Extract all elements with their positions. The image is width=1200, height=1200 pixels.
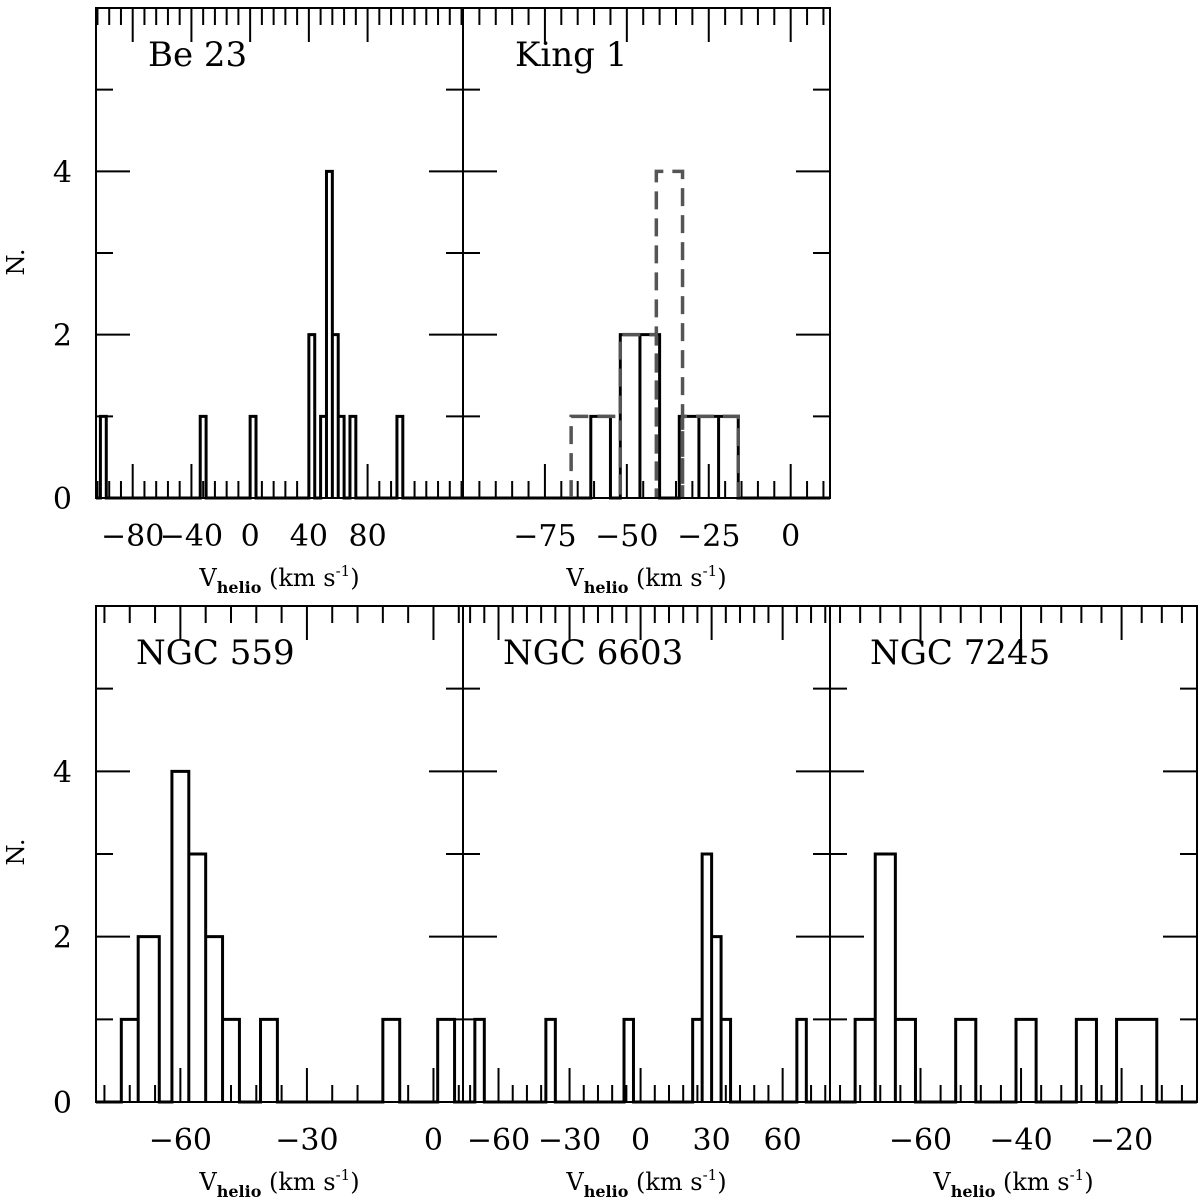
x-tick-label: −30 xyxy=(538,1123,601,1158)
x-tick-label: 0 xyxy=(424,1123,443,1158)
x-tick-label: 0 xyxy=(241,519,260,554)
histogram-series-solid xyxy=(463,852,830,1104)
y-tick-label: 0 xyxy=(53,1086,72,1121)
x-tick-label: −60 xyxy=(467,1123,530,1158)
x-tick-label: −30 xyxy=(275,1123,338,1158)
histogram-bar xyxy=(620,335,656,498)
x-axis-label: Vhelio (km s-1) xyxy=(198,1166,359,1200)
histogram-bar xyxy=(332,335,338,498)
histogram-panel-ngc559: 0 2 4 −60 −30 0 NGC 559 Vhelio (km s-1) xyxy=(53,605,464,1200)
histogram-bar xyxy=(712,937,721,1102)
histogram-panel-king1: −75 −50 −25 0 King 1 Vhelio (km s-1) xyxy=(462,7,831,597)
histogram-panel-ngc7245: −60 −40 −20 NGC 7245 Vhelio (km s-1) xyxy=(829,605,1198,1200)
histogram-bar xyxy=(138,937,159,1102)
histogram-bar xyxy=(855,1019,875,1102)
histogram-bar xyxy=(383,1019,400,1102)
histogram-bar xyxy=(189,854,206,1102)
x-axis-label: Vhelio (km s-1) xyxy=(932,1166,1093,1200)
panel-frame xyxy=(462,605,831,1103)
x-tick-label: −75 xyxy=(513,519,576,554)
y-tick-label: 4 xyxy=(53,755,72,790)
x-axis-label: Vhelio (km s-1) xyxy=(198,562,359,597)
histogram-bar xyxy=(326,171,332,498)
x-tick-label: −40 xyxy=(160,519,223,554)
x-axis-label: Vhelio (km s-1) xyxy=(565,562,726,597)
x-tick-label: 80 xyxy=(348,519,386,554)
histogram-bar xyxy=(475,1019,484,1102)
y-tick-label: 2 xyxy=(53,921,72,956)
x-tick-label: 0 xyxy=(781,519,800,554)
y-axis-label: N. xyxy=(2,838,30,865)
histogram-bar xyxy=(546,1019,555,1102)
x-axis-label: Vhelio (km s-1) xyxy=(565,1166,726,1200)
x-tick-label: −20 xyxy=(1090,1123,1153,1158)
histogram-bar xyxy=(100,416,106,498)
histogram-bar xyxy=(956,1019,976,1102)
histogram-bar xyxy=(1076,1019,1096,1102)
cluster-label: NGC 6603 xyxy=(503,633,683,673)
x-tick-label: −60 xyxy=(889,1123,952,1158)
x-tick-label: −25 xyxy=(677,519,740,554)
histogram-panel-be23: 0 2 4 −80−40 0 40 80 Be 23 Vhelio (km s-1) xyxy=(53,7,464,597)
histogram-bar xyxy=(438,1019,455,1102)
histogram-bar xyxy=(1117,1019,1157,1102)
cluster-label: Be 23 xyxy=(148,35,247,75)
y-tick-label: 4 xyxy=(53,155,72,190)
y-axis-label-bottom: N. xyxy=(2,838,30,865)
cluster-label: NGC 7245 xyxy=(870,633,1050,673)
histogram-bar xyxy=(656,171,682,498)
y-tick-label: 0 xyxy=(53,482,72,517)
y-axis-label-top: N. xyxy=(2,248,30,275)
x-tick-label: 60 xyxy=(764,1123,802,1158)
histogram-bar xyxy=(702,854,711,1102)
y-axis-label: N. xyxy=(2,248,30,275)
histogram-bar xyxy=(875,854,895,1102)
x-tick-label: 30 xyxy=(693,1123,731,1158)
histogram-bar xyxy=(1016,1019,1036,1102)
histogram-bar xyxy=(261,1019,278,1102)
x-tick-label: 40 xyxy=(290,519,328,554)
histogram-series-solid xyxy=(96,769,463,1104)
histogram-bar xyxy=(683,416,739,498)
x-tick-label: −60 xyxy=(149,1123,212,1158)
y-tick-label: 2 xyxy=(53,319,72,354)
histogram-bar xyxy=(206,937,223,1102)
x-tick-label: 0 xyxy=(631,1123,650,1158)
x-tick-label: −50 xyxy=(595,519,658,554)
histogram-bar xyxy=(172,771,189,1102)
x-tick-label: −80 xyxy=(101,519,164,554)
cluster-label: King 1 xyxy=(515,35,627,75)
panel-frame xyxy=(95,7,464,499)
histogram-series-solid xyxy=(96,169,463,500)
x-tick-label: −40 xyxy=(989,1123,1052,1158)
histogram-bar xyxy=(797,1019,806,1102)
histogram-panel-ngc6603: −60 −30 0 30 60 NGC 6603 Vhelio (km s-1) xyxy=(462,605,831,1200)
histogram-bar xyxy=(895,1019,915,1102)
cluster-label: NGC 559 xyxy=(136,633,295,673)
